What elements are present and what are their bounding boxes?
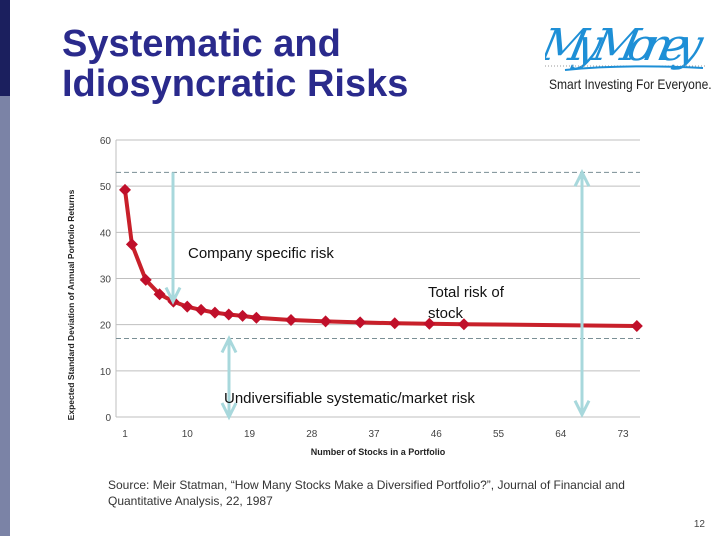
data-point — [457, 318, 470, 331]
data-point — [125, 238, 138, 251]
data-point — [354, 316, 367, 329]
data-point — [285, 314, 297, 327]
arrow-head-down-icon — [220, 402, 238, 421]
x-tick-label: 10 — [182, 429, 194, 440]
y-tick-label: 20 — [100, 321, 112, 332]
data-point — [208, 306, 221, 319]
title-line-1: Systematic and — [62, 23, 341, 65]
arrow-head-down-icon — [164, 286, 182, 305]
y-tick-label: 60 — [100, 136, 112, 147]
page-number: 12 — [693, 519, 705, 530]
data-point — [388, 317, 401, 330]
x-tick-label: 73 — [617, 429, 629, 440]
data-point — [222, 308, 235, 321]
x-tick-label: 37 — [368, 429, 380, 440]
arrow-head-down-icon — [573, 400, 591, 419]
x-tick-label: 46 — [431, 429, 443, 440]
annotation-market-risk: Undiversifiable systematic/market risk — [224, 390, 475, 407]
source-citation: Source: Meir Statman, “How Many Stocks M… — [108, 478, 625, 508]
annotation-company-risk: Company specific risk — [188, 245, 334, 262]
x-tick-label: 64 — [555, 429, 567, 440]
svg-text:My Money: My Money — [545, 20, 708, 70]
accent-bar-bottom — [0, 96, 10, 536]
data-point — [250, 311, 263, 324]
arrow-head-up-icon — [220, 335, 238, 354]
x-tick-label: 1 — [122, 429, 128, 440]
data-point — [195, 303, 208, 316]
y-tick-label: 40 — [100, 228, 112, 239]
y-tick-label: 0 — [105, 413, 111, 424]
data-point — [139, 273, 152, 286]
slide-title: Systematic and Idiosyncratic Risks — [62, 24, 408, 104]
data-point — [181, 300, 194, 313]
data-point — [319, 315, 332, 328]
x-axis-label: Number of Stocks in a Portfolio — [311, 447, 446, 457]
x-tick-label: 28 — [306, 429, 318, 440]
data-point — [236, 309, 249, 322]
annotation-total-risk-line2: stock — [428, 305, 464, 322]
logo-tagline: Smart Investing For Everyone. — [549, 76, 712, 92]
my-money-logo: My Money — [545, 20, 708, 71]
annotation-total-risk-line1: Total risk of — [428, 284, 505, 301]
y-axis-label: Expected Standard Deviation of Annual Po… — [66, 189, 76, 420]
accent-bar-top — [0, 0, 10, 96]
x-tick-label: 55 — [493, 429, 505, 440]
data-point — [153, 288, 166, 301]
data-point — [423, 317, 436, 330]
y-tick-label: 50 — [100, 182, 112, 193]
title-line-2: Idiosyncratic Risks — [62, 63, 409, 105]
y-tick-label: 30 — [100, 275, 112, 286]
y-tick-label: 10 — [100, 367, 112, 378]
data-point — [119, 183, 131, 196]
data-point — [630, 320, 643, 333]
x-tick-label: 19 — [244, 429, 256, 440]
arrow-head-up-icon — [573, 168, 591, 187]
